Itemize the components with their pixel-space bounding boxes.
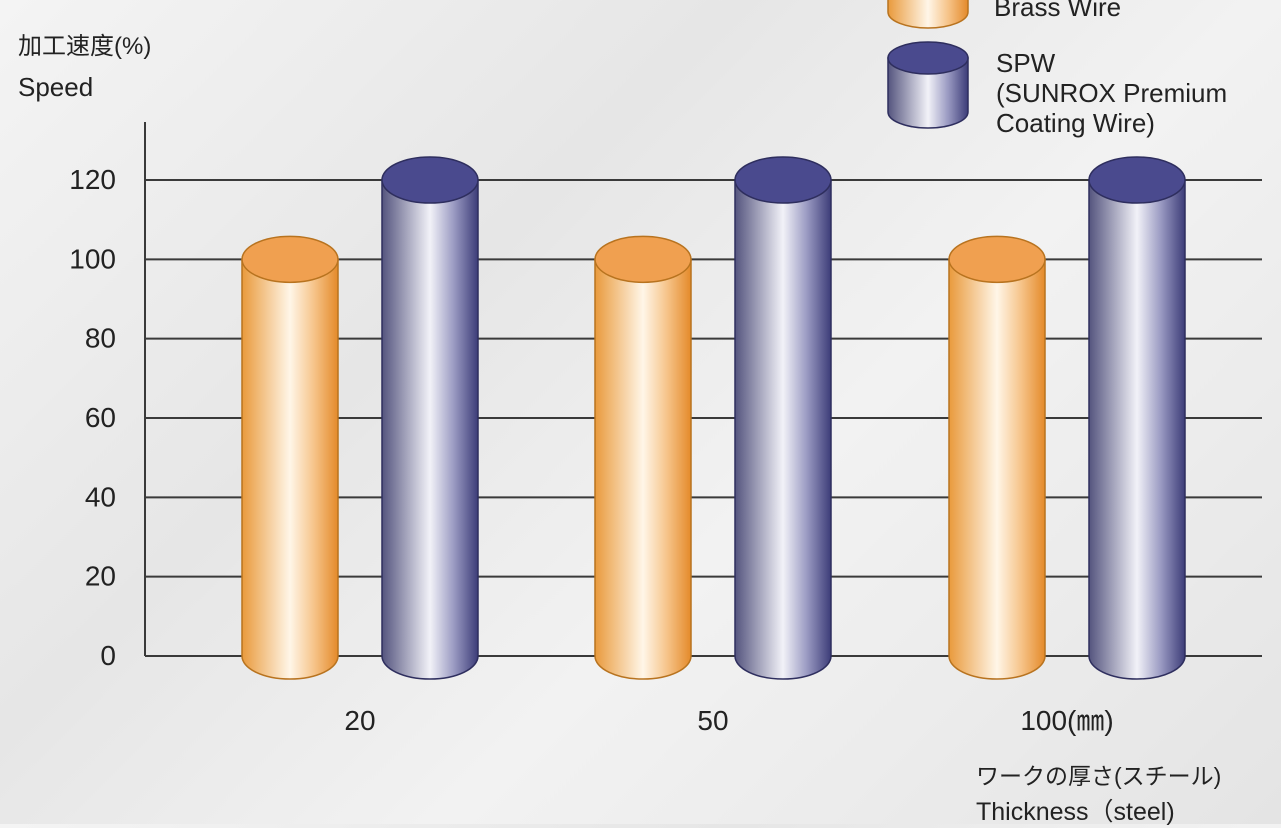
bar-spw-20 — [381, 156, 479, 680]
bar-body — [381, 179, 479, 680]
legend-swatch-top — [887, 41, 969, 75]
bar-top — [594, 235, 692, 284]
legend-spw-line-3: Coating Wire) — [996, 108, 1155, 138]
legend-brass-label: Brass Wire — [994, 0, 1122, 22]
y-tick-label: 20 — [85, 561, 116, 592]
bar-top — [734, 156, 832, 204]
bar-body — [948, 258, 1046, 680]
bar-top — [948, 235, 1046, 284]
legend-swatch-spw — [887, 41, 969, 129]
legend-swatch-body — [887, 57, 969, 129]
y-axis-label-jp: 加工速度(%) — [18, 33, 152, 60]
x-tick-label: 100(㎜) — [1020, 705, 1113, 736]
legend-spw-label: SPW (SUNROX Premium Coating Wire) — [996, 48, 1227, 138]
y-tick-label: 0 — [100, 640, 116, 671]
bar-body — [241, 258, 339, 680]
legend-spw-line-2: (SUNROX Premium — [996, 78, 1228, 108]
bar-spw-50 — [734, 156, 832, 680]
bar-body — [734, 179, 832, 680]
bar-brass-50 — [594, 235, 692, 680]
x-axis-label-jp: ワークの厚さ(スチール) — [976, 763, 1222, 789]
x-tick-label: 50 — [697, 705, 728, 736]
bar-body — [594, 258, 692, 680]
bar-spw-100 — [1088, 156, 1186, 680]
bar-brass-20 — [241, 235, 339, 680]
y-tick-label: 40 — [85, 481, 116, 512]
legend-spw-line-1: SPW — [996, 48, 1056, 78]
bar-brass-100 — [948, 235, 1046, 680]
y-tick-label: 120 — [69, 164, 116, 195]
bar-top — [381, 156, 479, 204]
bar-top — [241, 235, 339, 284]
bar-top — [1088, 156, 1186, 204]
legend-swatch-body — [887, 0, 969, 29]
x-tick-label: 20 — [344, 705, 375, 736]
y-tick-label: 100 — [69, 243, 116, 274]
legend-swatch-brass — [887, 0, 969, 29]
x-axis-label: Thickness（steel) — [976, 798, 1175, 826]
y-tick-label: 60 — [85, 402, 116, 433]
y-tick-label: 80 — [85, 323, 116, 354]
y-axis-label: Speed — [18, 72, 94, 102]
bar-body — [1088, 179, 1186, 680]
